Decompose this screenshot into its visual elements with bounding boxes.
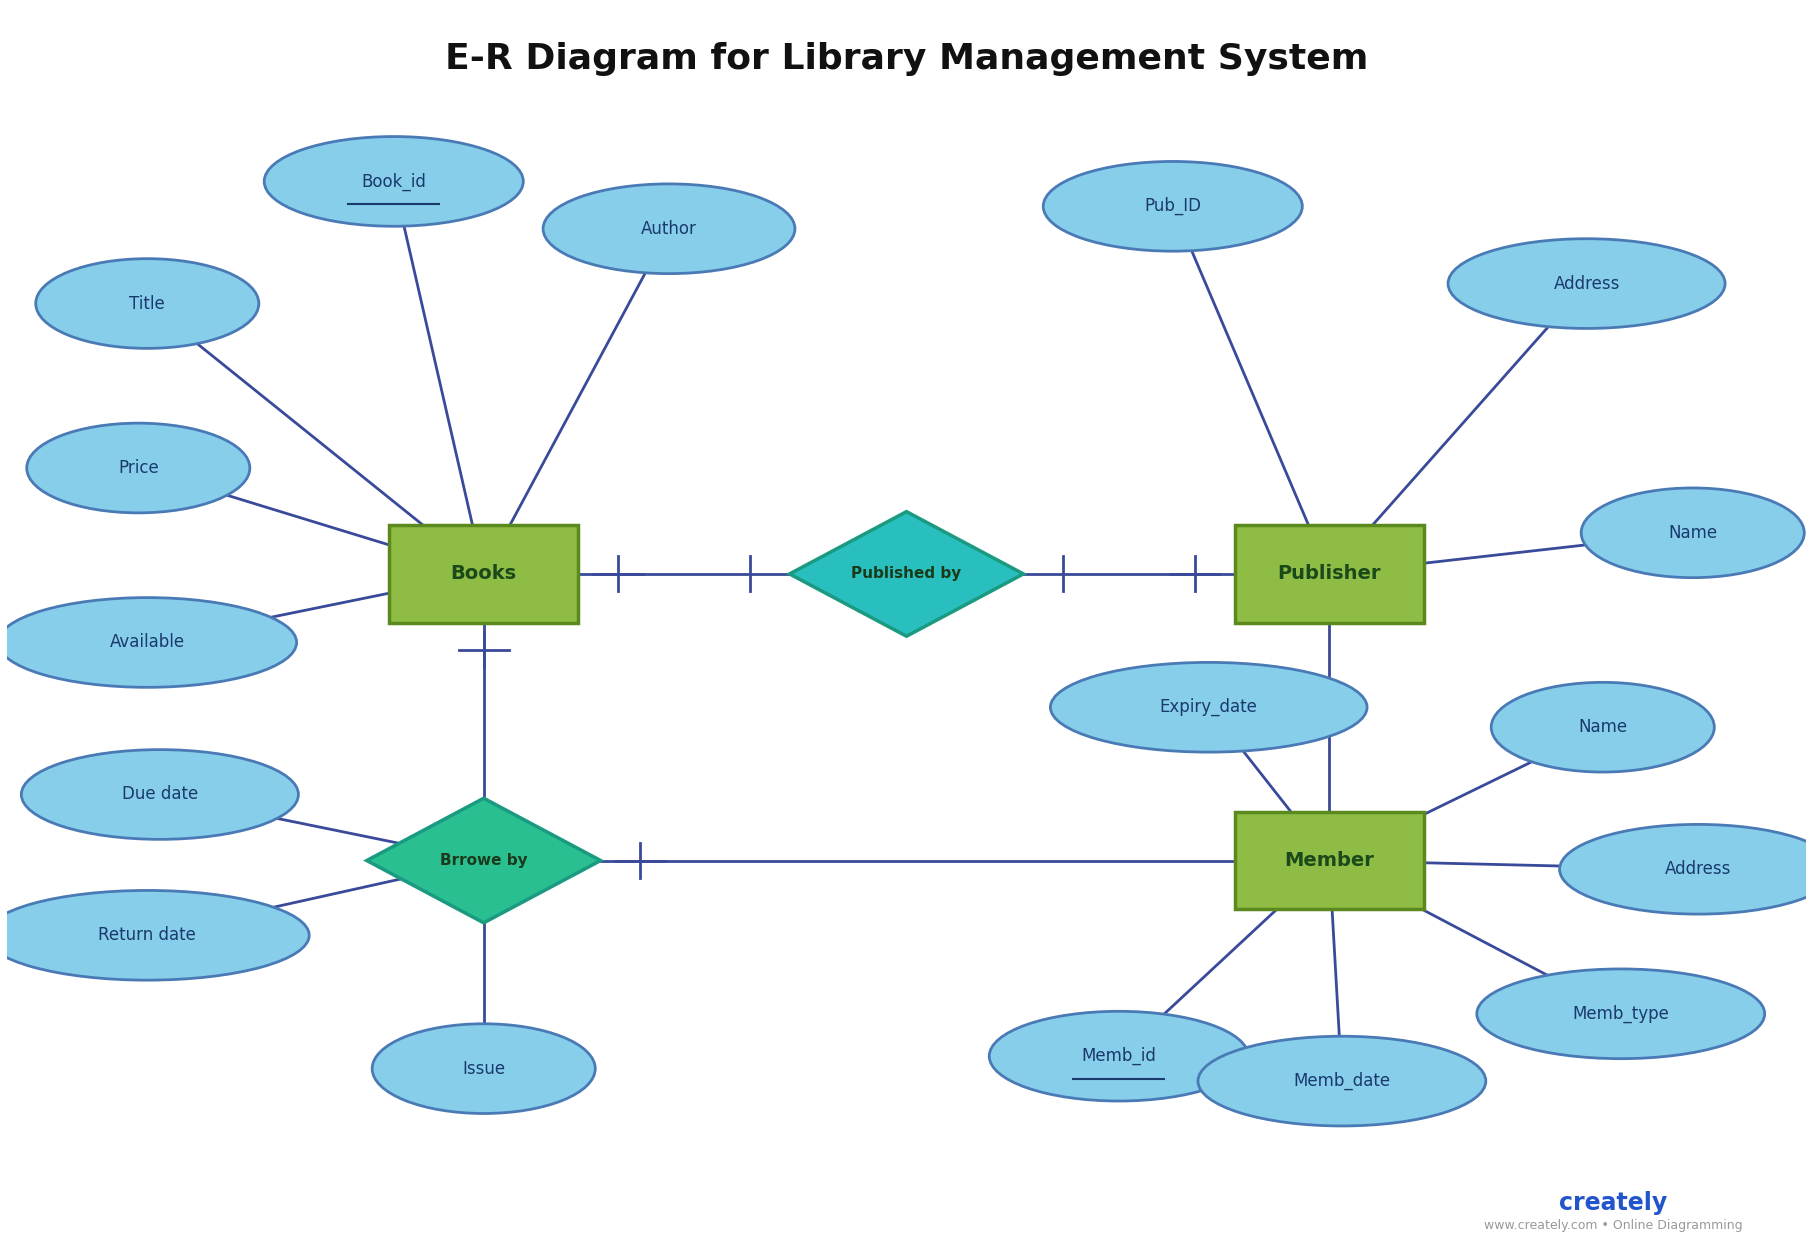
Polygon shape: [789, 512, 1024, 636]
Text: Pub_ID: Pub_ID: [1144, 197, 1202, 215]
Text: Expiry_date: Expiry_date: [1160, 698, 1258, 717]
Ellipse shape: [1492, 683, 1715, 772]
Text: Issue: Issue: [462, 1060, 506, 1077]
Text: Available: Available: [111, 634, 185, 651]
Text: Brrowe by: Brrowe by: [441, 853, 528, 868]
Text: Memb_type: Memb_type: [1572, 1004, 1670, 1023]
Ellipse shape: [990, 1012, 1249, 1101]
Text: Name: Name: [1577, 718, 1628, 736]
Ellipse shape: [1050, 663, 1367, 752]
Text: Due date: Due date: [121, 785, 198, 804]
Text: Memb_date: Memb_date: [1293, 1072, 1391, 1090]
Ellipse shape: [1449, 238, 1726, 329]
Text: Price: Price: [118, 459, 160, 478]
Text: E-R Diagram for Library Management System: E-R Diagram for Library Management Syste…: [444, 43, 1369, 77]
Ellipse shape: [1042, 161, 1302, 251]
Ellipse shape: [1478, 969, 1764, 1058]
Ellipse shape: [372, 1024, 595, 1114]
Text: Member: Member: [1284, 850, 1374, 871]
Ellipse shape: [1559, 824, 1813, 914]
Ellipse shape: [36, 258, 259, 348]
Ellipse shape: [1581, 488, 1804, 577]
Text: Books: Books: [451, 564, 517, 583]
Text: Author: Author: [642, 219, 696, 238]
Ellipse shape: [0, 891, 310, 980]
Text: creately: creately: [1559, 1191, 1668, 1215]
Text: www.creately.com • Online Diagramming: www.creately.com • Online Diagramming: [1485, 1220, 1742, 1232]
FancyBboxPatch shape: [1235, 811, 1423, 910]
FancyBboxPatch shape: [1235, 525, 1423, 622]
Text: Book_id: Book_id: [361, 173, 426, 190]
Ellipse shape: [27, 423, 250, 513]
Text: Memb_id: Memb_id: [1081, 1047, 1157, 1065]
Text: Title: Title: [129, 295, 165, 312]
Ellipse shape: [265, 136, 524, 227]
Text: Published by: Published by: [852, 567, 961, 581]
Text: Address: Address: [1664, 861, 1731, 878]
Ellipse shape: [22, 750, 299, 839]
Text: Address: Address: [1554, 275, 1619, 292]
Text: Publisher: Publisher: [1278, 564, 1382, 583]
Text: Return date: Return date: [98, 926, 196, 944]
FancyBboxPatch shape: [390, 525, 578, 622]
Ellipse shape: [1198, 1036, 1487, 1126]
Ellipse shape: [0, 597, 297, 687]
Polygon shape: [366, 799, 600, 922]
Text: Name: Name: [1668, 524, 1717, 542]
Ellipse shape: [544, 184, 794, 273]
